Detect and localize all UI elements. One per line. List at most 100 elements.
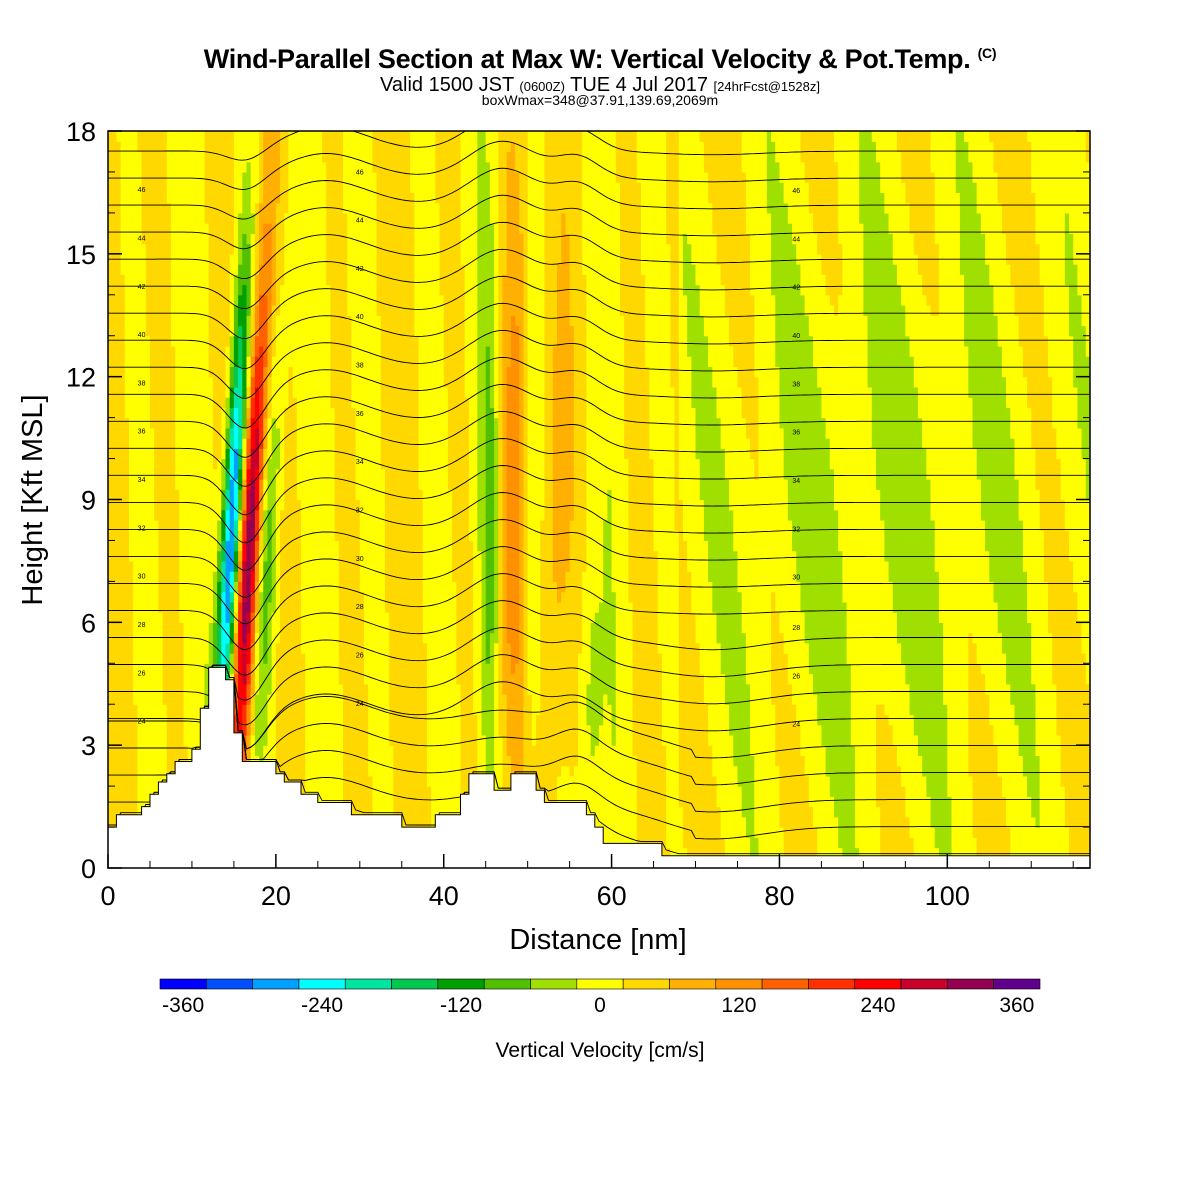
velocity-cell [296, 407, 302, 419]
velocity-cell [301, 632, 306, 644]
velocity-cell [124, 632, 130, 644]
velocity-cell [347, 571, 353, 582]
velocity-cell [191, 560, 197, 572]
velocity-cell [280, 540, 285, 552]
velocity-cell [250, 479, 256, 490]
velocity-cell [145, 397, 151, 408]
velocity-cell [376, 806, 382, 818]
velocity-cell [158, 622, 164, 634]
velocity-cell [212, 141, 218, 153]
velocity-cell [112, 468, 117, 480]
velocity-cell [334, 499, 340, 511]
velocity-cell [154, 131, 159, 142]
velocity-cell [179, 540, 185, 552]
velocity-cell [175, 141, 180, 153]
velocity-cell [305, 581, 311, 593]
velocity-cell [359, 479, 365, 490]
velocity-cell [317, 223, 323, 234]
velocity-cell [263, 612, 269, 623]
velocity-cell [389, 632, 394, 644]
velocity-cell [246, 141, 252, 153]
velocity-cell [347, 417, 353, 429]
velocity-cell [196, 734, 201, 746]
velocity-cell [330, 704, 336, 716]
velocity-cell [275, 212, 281, 224]
velocity-cell [175, 704, 180, 716]
velocity-cell [133, 356, 138, 368]
velocity-cell [254, 571, 260, 582]
velocity-cell [158, 519, 164, 531]
velocity-cell [372, 530, 378, 542]
velocity-cell [233, 376, 239, 388]
velocity-cell [301, 264, 306, 275]
velocity-cell [124, 438, 130, 449]
velocity-cell [275, 612, 281, 623]
velocity-cell [108, 161, 113, 173]
velocity-cell [284, 141, 290, 153]
velocity-cell [175, 683, 180, 695]
velocity-cell [359, 253, 365, 265]
velocity-cell [326, 519, 332, 531]
velocity-cell [200, 571, 206, 582]
velocity-cell [145, 356, 151, 368]
velocity-cell [137, 499, 143, 511]
velocity-cell [233, 274, 239, 286]
velocity-cell [183, 212, 189, 224]
velocity-cell [334, 376, 340, 388]
velocity-cell [225, 397, 231, 408]
velocity-cell [313, 509, 319, 521]
velocity-cell [305, 468, 311, 480]
velocity-cell [271, 560, 277, 572]
velocity-cell [200, 653, 206, 664]
velocity-cell [363, 683, 369, 695]
velocity-cell [380, 581, 386, 593]
velocity-cell [326, 325, 332, 337]
velocity-cell [338, 131, 344, 142]
velocity-cell [275, 755, 281, 767]
velocity-cell [183, 550, 189, 562]
velocity-cell [317, 673, 323, 685]
velocity-cell [179, 141, 185, 153]
velocity-cell [145, 223, 151, 234]
velocity-cell [334, 601, 340, 613]
velocity-cell [376, 223, 382, 234]
velocity-cell [263, 131, 269, 142]
velocity-cell [363, 182, 369, 194]
velocity-cell [204, 540, 210, 552]
velocity-cell [296, 724, 302, 736]
velocity-cell [187, 376, 193, 388]
velocity-cell [292, 182, 298, 194]
velocity-cell [326, 642, 332, 654]
velocity-cell [389, 775, 394, 787]
velocity-cell [124, 489, 130, 501]
velocity-cell [334, 386, 340, 398]
velocity-cell [380, 438, 386, 449]
velocity-cell [191, 151, 197, 163]
velocity-cell [389, 212, 394, 224]
velocity-cell [242, 315, 248, 327]
velocity-cell [208, 171, 214, 183]
velocity-cell [200, 540, 206, 552]
velocity-cell [368, 714, 373, 726]
velocity-cell [292, 161, 298, 173]
velocity-cell [204, 612, 210, 623]
velocity-cell [170, 745, 176, 757]
velocity-cell [149, 233, 155, 245]
velocity-cell [221, 233, 227, 245]
velocity-cell [338, 366, 344, 378]
velocity-cell [351, 724, 357, 736]
velocity-cell [212, 642, 218, 654]
velocity-cell [259, 663, 264, 675]
velocity-cell [154, 192, 159, 204]
velocity-cell [204, 345, 210, 357]
velocity-cell [296, 571, 302, 582]
velocity-cell [372, 141, 378, 153]
velocity-cell [355, 233, 361, 245]
velocity-cell [137, 356, 143, 368]
velocity-cell [208, 202, 214, 214]
velocity-cell [280, 591, 285, 603]
velocity-cell [133, 448, 138, 460]
velocity-cell [242, 376, 248, 388]
velocity-cell [263, 386, 269, 398]
velocity-cell [145, 305, 151, 316]
